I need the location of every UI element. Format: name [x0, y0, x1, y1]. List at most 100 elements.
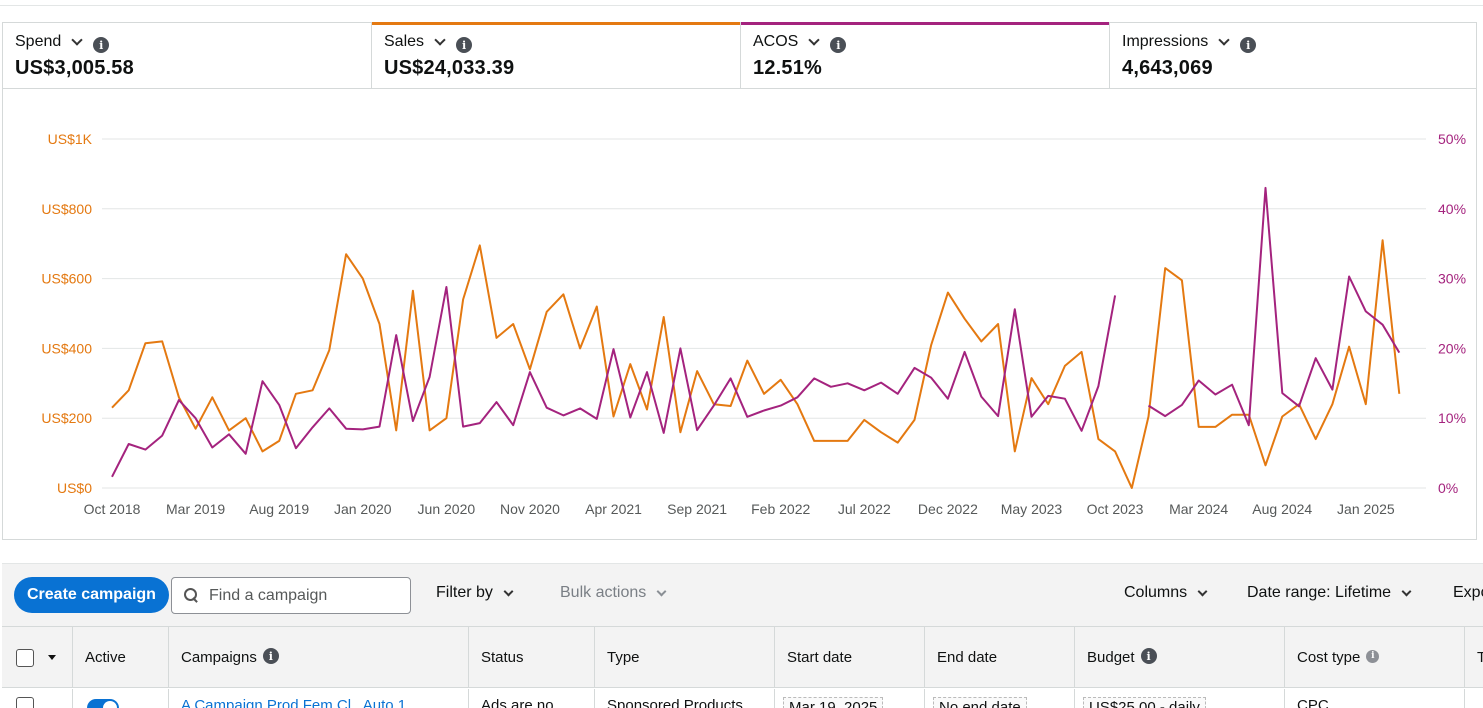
- chevron-down-icon: [1197, 586, 1208, 596]
- x-tick-label: Jul 2022: [838, 501, 891, 517]
- info-icon[interactable]: i: [456, 37, 473, 53]
- info-icon[interactable]: i: [1240, 37, 1257, 53]
- info-icon[interactable]: i: [1140, 648, 1157, 664]
- budget-field[interactable]: US$25.00 - daily: [1083, 697, 1206, 708]
- column-header-label: Status: [481, 649, 524, 666]
- x-tick-label: Mar 2024: [1169, 501, 1228, 517]
- info-icon[interactable]: i: [830, 37, 847, 53]
- chevron-down-icon[interactable]: [71, 34, 83, 46]
- export-label: Expo: [1453, 584, 1483, 601]
- campaign-link[interactable]: A Campaign Prod Fem Cl.. Auto 1: [181, 697, 407, 708]
- type-text: Sponsored Products: [607, 697, 743, 708]
- chevron-down-icon[interactable]: [434, 34, 446, 46]
- y-left-tick-label: US$1K: [48, 131, 93, 147]
- x-tick-label: Dec 2022: [918, 501, 978, 517]
- metric-card-acos[interactable]: ACOS i 12.51%: [741, 22, 1110, 88]
- y-left-tick-label: US$400: [41, 340, 92, 356]
- column-header-end-date[interactable]: End date: [925, 627, 1075, 688]
- column-header-status[interactable]: Status: [469, 627, 595, 688]
- export-button[interactable]: Expo: [1453, 584, 1483, 602]
- x-tick-label: Jun 2020: [418, 501, 476, 517]
- chevron-down-icon: [503, 586, 514, 596]
- x-tick-label: Jan 2020: [334, 501, 392, 517]
- x-tick-label: Jan 2025: [1337, 501, 1395, 517]
- start-date-field[interactable]: Mar 19, 2025: [783, 697, 884, 708]
- column-header-label: Start date: [787, 649, 853, 666]
- column-header-budget[interactable]: Budget i: [1075, 627, 1285, 688]
- x-tick-label: May 2023: [1001, 501, 1063, 517]
- x-tick-label: Feb 2022: [751, 501, 810, 517]
- column-header-active[interactable]: Active: [73, 627, 169, 688]
- campaigns-table: Active Campaigns i Status Type Start dat…: [2, 626, 1483, 708]
- y-left-tick-label: US$600: [41, 271, 92, 287]
- x-tick-label: Sep 2021: [667, 501, 727, 517]
- chevron-down-icon[interactable]: [808, 34, 821, 46]
- y-right-tick-label: 50%: [1438, 131, 1466, 147]
- columns-dropdown[interactable]: Columns: [1124, 584, 1208, 602]
- create-campaign-button[interactable]: Create campaign: [14, 577, 169, 613]
- metric-label: Sales: [384, 33, 425, 50]
- series-line-acos: [111, 286, 1117, 478]
- metric-card-impressions[interactable]: Impressions i 4,643,069: [1110, 23, 1476, 88]
- column-header-label: Budget: [1087, 649, 1135, 666]
- status-cell: Ads are no: [469, 689, 595, 708]
- date-range-dropdown[interactable]: Date range: Lifetime: [1247, 584, 1412, 602]
- metric-value: US$24,033.39: [384, 57, 515, 79]
- chevron-down-icon[interactable]: [1218, 34, 1230, 46]
- chart-svg: US$0 0% US$200 10% US$400 20% US$600 30% US$800 4…: [41, 131, 1466, 517]
- x-tick-label: Aug 2019: [249, 501, 309, 517]
- y-left-tick-label: US$200: [41, 410, 92, 426]
- select-all-checkbox[interactable]: [16, 648, 34, 667]
- y-right-tick-label: 30%: [1438, 271, 1466, 287]
- metric-card-spend[interactable]: Spend i US$3,005.58: [3, 23, 372, 88]
- performance-chart: US$0 0% US$200 10% US$400 20% US$600 30% US$800 4…: [2, 88, 1477, 540]
- chevron-down-icon: [1401, 586, 1412, 596]
- row-checkbox[interactable]: [16, 697, 34, 708]
- bulk-actions-label: Bulk actions: [560, 584, 647, 601]
- column-header-campaigns[interactable]: Campaigns i: [169, 627, 469, 688]
- metric-card-sales[interactable]: Sales i US$24,033.39: [372, 22, 741, 88]
- column-header-label: Active: [85, 649, 126, 666]
- metric-accent-bar: [372, 22, 740, 25]
- column-header-label: Cost type: [1297, 649, 1361, 666]
- series-line-acos: [1147, 186, 1401, 427]
- y-right-tick-label: 10%: [1438, 410, 1466, 426]
- column-header-label: T: [1477, 649, 1483, 666]
- metric-label: ACOS: [753, 33, 799, 50]
- campaign-toolbar: Create campaign Filter by Bulk actions C…: [2, 563, 1483, 626]
- active-cell: [73, 689, 169, 708]
- x-tick-label: Mar 2019: [166, 501, 225, 517]
- column-header-type[interactable]: Type: [595, 627, 775, 688]
- metric-value: 12.51%: [753, 57, 823, 79]
- x-tick-label: Nov 2020: [500, 501, 560, 517]
- info-icon[interactable]: i: [93, 37, 110, 53]
- campaign-search[interactable]: [171, 577, 411, 614]
- column-header-truncated[interactable]: T: [1465, 627, 1483, 688]
- column-header-cost-type[interactable]: Cost type i: [1285, 627, 1465, 688]
- metric-value: 4,643,069: [1122, 57, 1213, 79]
- end-date-field[interactable]: No end date: [933, 697, 1027, 708]
- column-header-start-date[interactable]: Start date: [775, 627, 925, 688]
- y-right-tick-label: 40%: [1438, 201, 1466, 217]
- end-date-cell: No end date: [925, 689, 1075, 708]
- caret-down-icon[interactable]: [48, 655, 56, 660]
- start-date-cell: Mar 19, 2025: [775, 689, 925, 708]
- metric-label: Spend: [15, 33, 62, 50]
- y-right-tick-label: 20%: [1438, 340, 1466, 356]
- x-tick-label: Oct 2023: [1087, 501, 1144, 517]
- info-icon[interactable]: i: [262, 648, 279, 664]
- y-left-tick-label: US$0: [57, 480, 92, 496]
- date-range-label: Date range: Lifetime: [1247, 584, 1392, 601]
- column-header-label: Type: [607, 649, 640, 666]
- metric-cards: Spend i US$3,005.58 Sales i US$24,033.39…: [2, 22, 1477, 88]
- table-header: Active Campaigns i Status Type Start dat…: [2, 627, 1483, 688]
- info-icon[interactable]: i: [1366, 649, 1380, 663]
- search-input[interactable]: [209, 586, 399, 605]
- filter-by-dropdown[interactable]: Filter by: [436, 584, 514, 602]
- bulk-actions-dropdown[interactable]: Bulk actions: [560, 584, 667, 602]
- select-all-cell: [2, 627, 73, 688]
- metric-label: Impressions: [1122, 33, 1209, 50]
- x-tick-label: Apr 2021: [585, 501, 642, 517]
- column-header-label: End date: [937, 649, 998, 666]
- active-toggle[interactable]: [87, 699, 119, 708]
